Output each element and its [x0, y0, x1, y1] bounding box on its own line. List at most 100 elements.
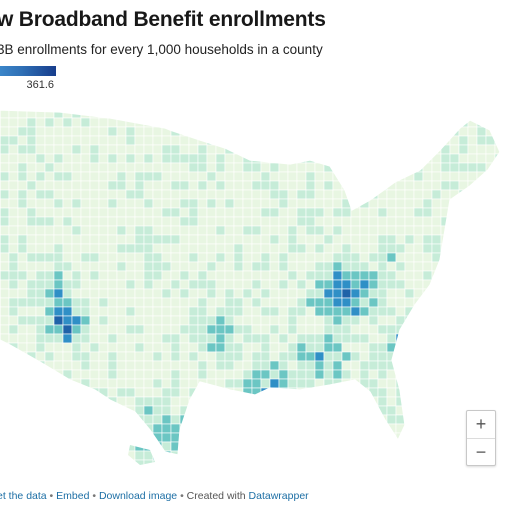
county-cell — [341, 450, 352, 461]
county-cell — [125, 378, 136, 389]
county-cell — [423, 478, 432, 487]
download-image-link[interactable]: Download image — [98, 490, 178, 502]
county-cell — [504, 199, 513, 208]
county-cell — [90, 469, 99, 478]
get-the-data-link[interactable]: et the data — [0, 490, 47, 502]
county-cell — [71, 315, 82, 326]
county-cell — [305, 243, 316, 254]
county-cell — [431, 153, 442, 164]
county-cell — [296, 423, 307, 434]
county-cell — [134, 243, 145, 254]
county-cell — [62, 144, 73, 155]
county-cell — [314, 189, 325, 200]
county-cell — [350, 126, 361, 137]
county-cell — [440, 180, 451, 191]
county-cell — [233, 110, 244, 119]
county-cell — [359, 153, 370, 164]
county-cell — [287, 261, 298, 272]
county-cell — [359, 171, 370, 182]
county-cell — [449, 110, 460, 119]
county-cell — [188, 189, 199, 200]
county-cell — [35, 110, 46, 119]
county-cell — [0, 478, 9, 487]
county-cell — [188, 144, 199, 155]
county-cell — [494, 450, 500, 461]
county-cell — [504, 379, 513, 388]
county-cell — [305, 369, 316, 380]
county-cell — [44, 315, 55, 326]
county-cell — [188, 351, 199, 362]
county-cell — [513, 460, 520, 469]
zoom-in-button[interactable]: + — [475, 414, 487, 434]
datawrapper-link[interactable]: Datawrapper — [248, 490, 309, 502]
county-cell — [71, 189, 82, 200]
county-cell — [179, 333, 190, 344]
county-cell — [413, 135, 424, 146]
county-cell — [297, 100, 306, 109]
county-cell — [17, 135, 28, 146]
county-cell — [341, 342, 352, 353]
county-cell — [35, 135, 46, 146]
county-cell — [17, 306, 28, 317]
county-cell — [260, 315, 271, 326]
county-cell — [197, 459, 208, 465]
county-cell — [233, 297, 244, 308]
county-cell — [36, 469, 45, 478]
county-cell — [89, 432, 100, 443]
embed-link[interactable]: Embed — [56, 490, 90, 502]
county-cell — [413, 387, 424, 398]
county-cell — [485, 180, 496, 191]
county-cell — [359, 144, 370, 155]
county-cell — [350, 306, 361, 317]
county-cell — [170, 171, 181, 182]
county-cell — [323, 387, 334, 398]
county-cell — [197, 126, 208, 137]
us-county-map[interactable] — [0, 100, 520, 490]
county-cell — [378, 469, 387, 478]
county-cell — [26, 405, 37, 416]
county-cell — [179, 360, 190, 371]
county-cell — [269, 324, 280, 335]
county-cell — [413, 189, 424, 200]
county-cell — [206, 297, 217, 308]
county-cell — [0, 360, 10, 371]
county-cell — [341, 216, 352, 227]
county-cell — [440, 405, 451, 416]
zoom-out-button[interactable]: − — [467, 438, 495, 465]
county-cell — [431, 171, 442, 182]
county-cell — [422, 180, 433, 191]
county-cell — [125, 396, 136, 407]
county-cell — [278, 306, 289, 317]
county-cell — [242, 252, 253, 263]
county-cell — [378, 100, 387, 109]
county-cell — [152, 306, 163, 317]
county-cell — [143, 198, 154, 209]
county-cell — [287, 243, 298, 254]
county-cell — [359, 396, 370, 407]
county-cell — [242, 450, 253, 461]
county-cell — [206, 396, 217, 407]
county-cell — [215, 351, 226, 362]
county-cell — [8, 234, 19, 245]
county-cell — [98, 261, 109, 272]
county-cell — [404, 279, 415, 290]
county-cell — [35, 288, 46, 299]
county-cell — [494, 369, 500, 380]
county-cell — [359, 306, 370, 317]
county-cell — [458, 360, 469, 371]
county-cell — [504, 478, 513, 487]
county-cell — [143, 135, 154, 146]
county-cell — [305, 297, 316, 308]
map-svg[interactable] — [0, 100, 520, 490]
county-cell — [71, 153, 82, 164]
county-cell — [413, 110, 424, 119]
county-cell — [270, 469, 279, 478]
county-cell — [152, 261, 163, 272]
county-cell — [494, 360, 500, 371]
county-cell — [504, 388, 513, 397]
county-cell — [431, 432, 442, 443]
county-cell — [476, 225, 487, 236]
county-cell — [188, 162, 199, 173]
county-cell — [449, 432, 460, 443]
county-cell — [468, 487, 477, 490]
